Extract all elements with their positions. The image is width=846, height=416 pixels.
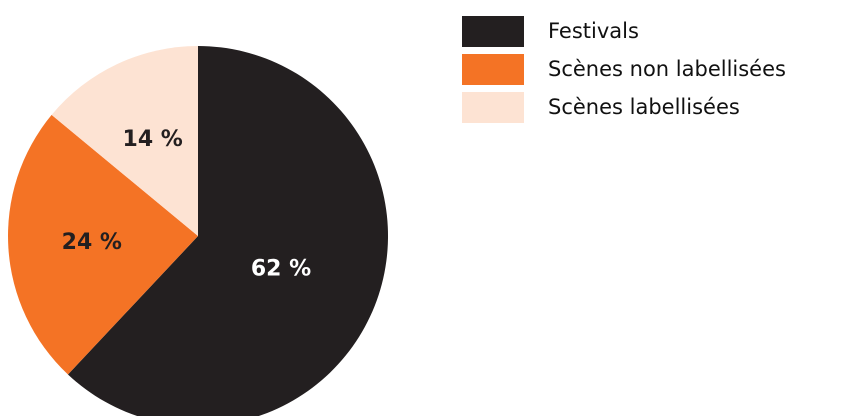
legend: Festivals Scènes non labellisées Scènes … — [462, 12, 786, 126]
legend-label-scenes-labellisees: Scènes labellisées — [548, 95, 740, 119]
pie-slice-festivals — [67, 46, 388, 416]
pie-label-scenes-non-labellisees: 24 % — [62, 230, 122, 255]
legend-item-scenes-non-labellisees: Scènes non labellisées — [462, 50, 786, 88]
pie-labels: 62 % 24 % 14 % — [62, 127, 312, 281]
pie-slice-scenes-labellisees — [51, 46, 198, 236]
legend-swatch-festivals — [462, 15, 524, 47]
legend-item-scenes-labellisees: Scènes labellisées — [462, 88, 786, 126]
legend-swatch-scenes-non-labellisees — [462, 53, 524, 85]
legend-label-festivals: Festivals — [548, 19, 639, 43]
pie-slice-scenes-non-labellisees — [8, 114, 198, 375]
legend-swatch-scenes-labellisees — [462, 91, 524, 123]
legend-item-festivals: Festivals — [462, 12, 786, 50]
pie-label-scenes-labellisees: 14 % — [123, 127, 183, 152]
pie-slices — [8, 46, 388, 416]
pie-label-festivals: 62 % — [251, 256, 311, 281]
legend-label-scenes-non-labellisees: Scènes non labellisées — [548, 57, 786, 81]
